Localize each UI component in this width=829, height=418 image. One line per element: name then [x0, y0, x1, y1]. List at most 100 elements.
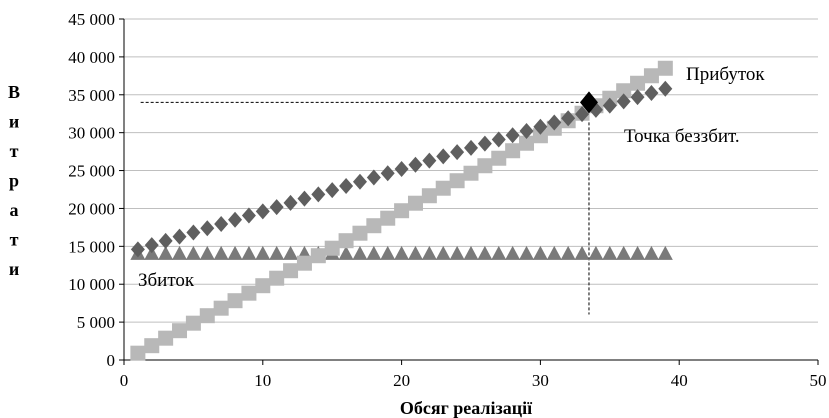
triangle-marker — [588, 245, 604, 260]
diamond-marker — [158, 232, 173, 249]
y-axis-label-letter: а — [10, 200, 19, 220]
square-marker — [505, 143, 521, 159]
square-marker — [296, 255, 312, 271]
diamond-marker — [394, 161, 409, 178]
diamond-marker — [241, 207, 256, 224]
square-marker — [380, 210, 396, 226]
diamond-marker — [505, 127, 520, 144]
diamond-marker — [325, 182, 340, 199]
diamond-marker — [366, 169, 381, 186]
diamond-marker — [339, 177, 354, 194]
diamond-marker — [644, 84, 659, 101]
x-tick-label: 20 — [393, 371, 410, 390]
square-marker — [463, 165, 479, 181]
diamond-marker — [186, 224, 201, 241]
square-marker — [477, 158, 493, 174]
y-tick-label: 30 000 — [68, 124, 115, 143]
square-marker — [643, 68, 659, 84]
triangle-marker — [630, 245, 646, 260]
x-tick-label: 30 — [532, 371, 549, 390]
square-marker — [241, 285, 257, 301]
x-tick-label: 10 — [254, 371, 271, 390]
annotation-profit: Прибуток — [686, 64, 765, 85]
triangle-marker — [366, 245, 382, 260]
diamond-marker — [311, 186, 326, 203]
square-marker — [255, 278, 271, 294]
square-marker — [449, 173, 465, 189]
square-marker — [185, 315, 201, 331]
y-axis-label-letter: р — [9, 171, 19, 191]
diamond-marker — [575, 106, 590, 123]
diamond-marker — [380, 165, 395, 182]
triangle-marker — [616, 245, 632, 260]
y-tick-label: 15 000 — [68, 237, 115, 256]
triangle-marker — [227, 245, 243, 260]
y-tick-label: 25 000 — [68, 162, 115, 181]
triangle-marker — [546, 245, 562, 260]
diamond-marker — [450, 144, 465, 161]
square-marker — [130, 345, 146, 361]
square-marker — [491, 150, 507, 166]
diamond-marker — [228, 211, 243, 228]
square-marker — [352, 225, 368, 241]
square-marker — [213, 300, 229, 316]
triangle-marker — [269, 245, 285, 260]
square-marker — [435, 180, 451, 196]
square-marker — [172, 323, 188, 339]
x-tick-labels: 0 10 20 30 40 50 — [120, 371, 827, 390]
square-marker — [616, 83, 632, 99]
triangle-marker — [185, 245, 201, 260]
square-marker — [421, 188, 437, 204]
triangle-marker — [394, 245, 410, 260]
square-marker — [144, 338, 160, 354]
square-marker — [366, 218, 382, 234]
triangle-marker — [435, 245, 451, 260]
diamond-marker — [269, 199, 284, 216]
diamond-marker — [519, 122, 534, 139]
triangle-marker — [407, 245, 423, 260]
triangle-marker — [421, 245, 437, 260]
data-marks — [130, 60, 673, 361]
square-marker — [269, 270, 285, 286]
diamond-marker — [144, 237, 159, 254]
series-fixed_costs — [130, 245, 673, 260]
diamond-marker — [464, 139, 478, 156]
diamond-marker — [658, 80, 673, 97]
square-marker — [338, 233, 354, 249]
triangle-marker — [463, 245, 479, 260]
diamond-marker — [561, 110, 576, 127]
x-tick-label: 40 — [671, 371, 688, 390]
x-tick-label: 0 — [120, 371, 129, 390]
square-marker — [227, 293, 243, 309]
diamond-marker — [616, 93, 631, 110]
triangle-marker — [574, 245, 590, 260]
series-revenue — [130, 60, 673, 361]
y-tick-label: 35 000 — [68, 86, 115, 105]
triangle-marker — [657, 245, 673, 260]
triangle-marker — [199, 245, 215, 260]
triangle-marker — [352, 245, 368, 260]
annotation-loss: Збиток — [138, 270, 195, 291]
y-axis-label-letter: т — [10, 230, 19, 250]
diamond-marker — [408, 156, 423, 173]
diamond-marker — [602, 97, 617, 114]
diamond-marker — [283, 194, 298, 211]
square-marker — [532, 128, 548, 144]
triangle-marker — [158, 245, 174, 260]
y-tick-label: 20 000 — [68, 199, 115, 218]
triangle-marker — [172, 245, 188, 260]
y-axis-label-letter: В — [8, 82, 20, 102]
annotation-break-even: Точка беззбит. — [624, 126, 740, 147]
triangle-marker — [519, 245, 535, 260]
y-tick-label: 10 000 — [68, 275, 115, 294]
x-axis-label: Обсяг реалізації — [400, 398, 533, 418]
break-even-marker — [579, 91, 598, 114]
diamond-marker — [477, 135, 492, 152]
diamond-marker — [533, 118, 548, 135]
diamond-marker — [200, 220, 215, 237]
square-marker — [324, 240, 340, 256]
triangle-marker — [255, 245, 271, 260]
diamond-marker — [422, 152, 437, 169]
y-axis-label-letter: и — [9, 112, 19, 132]
